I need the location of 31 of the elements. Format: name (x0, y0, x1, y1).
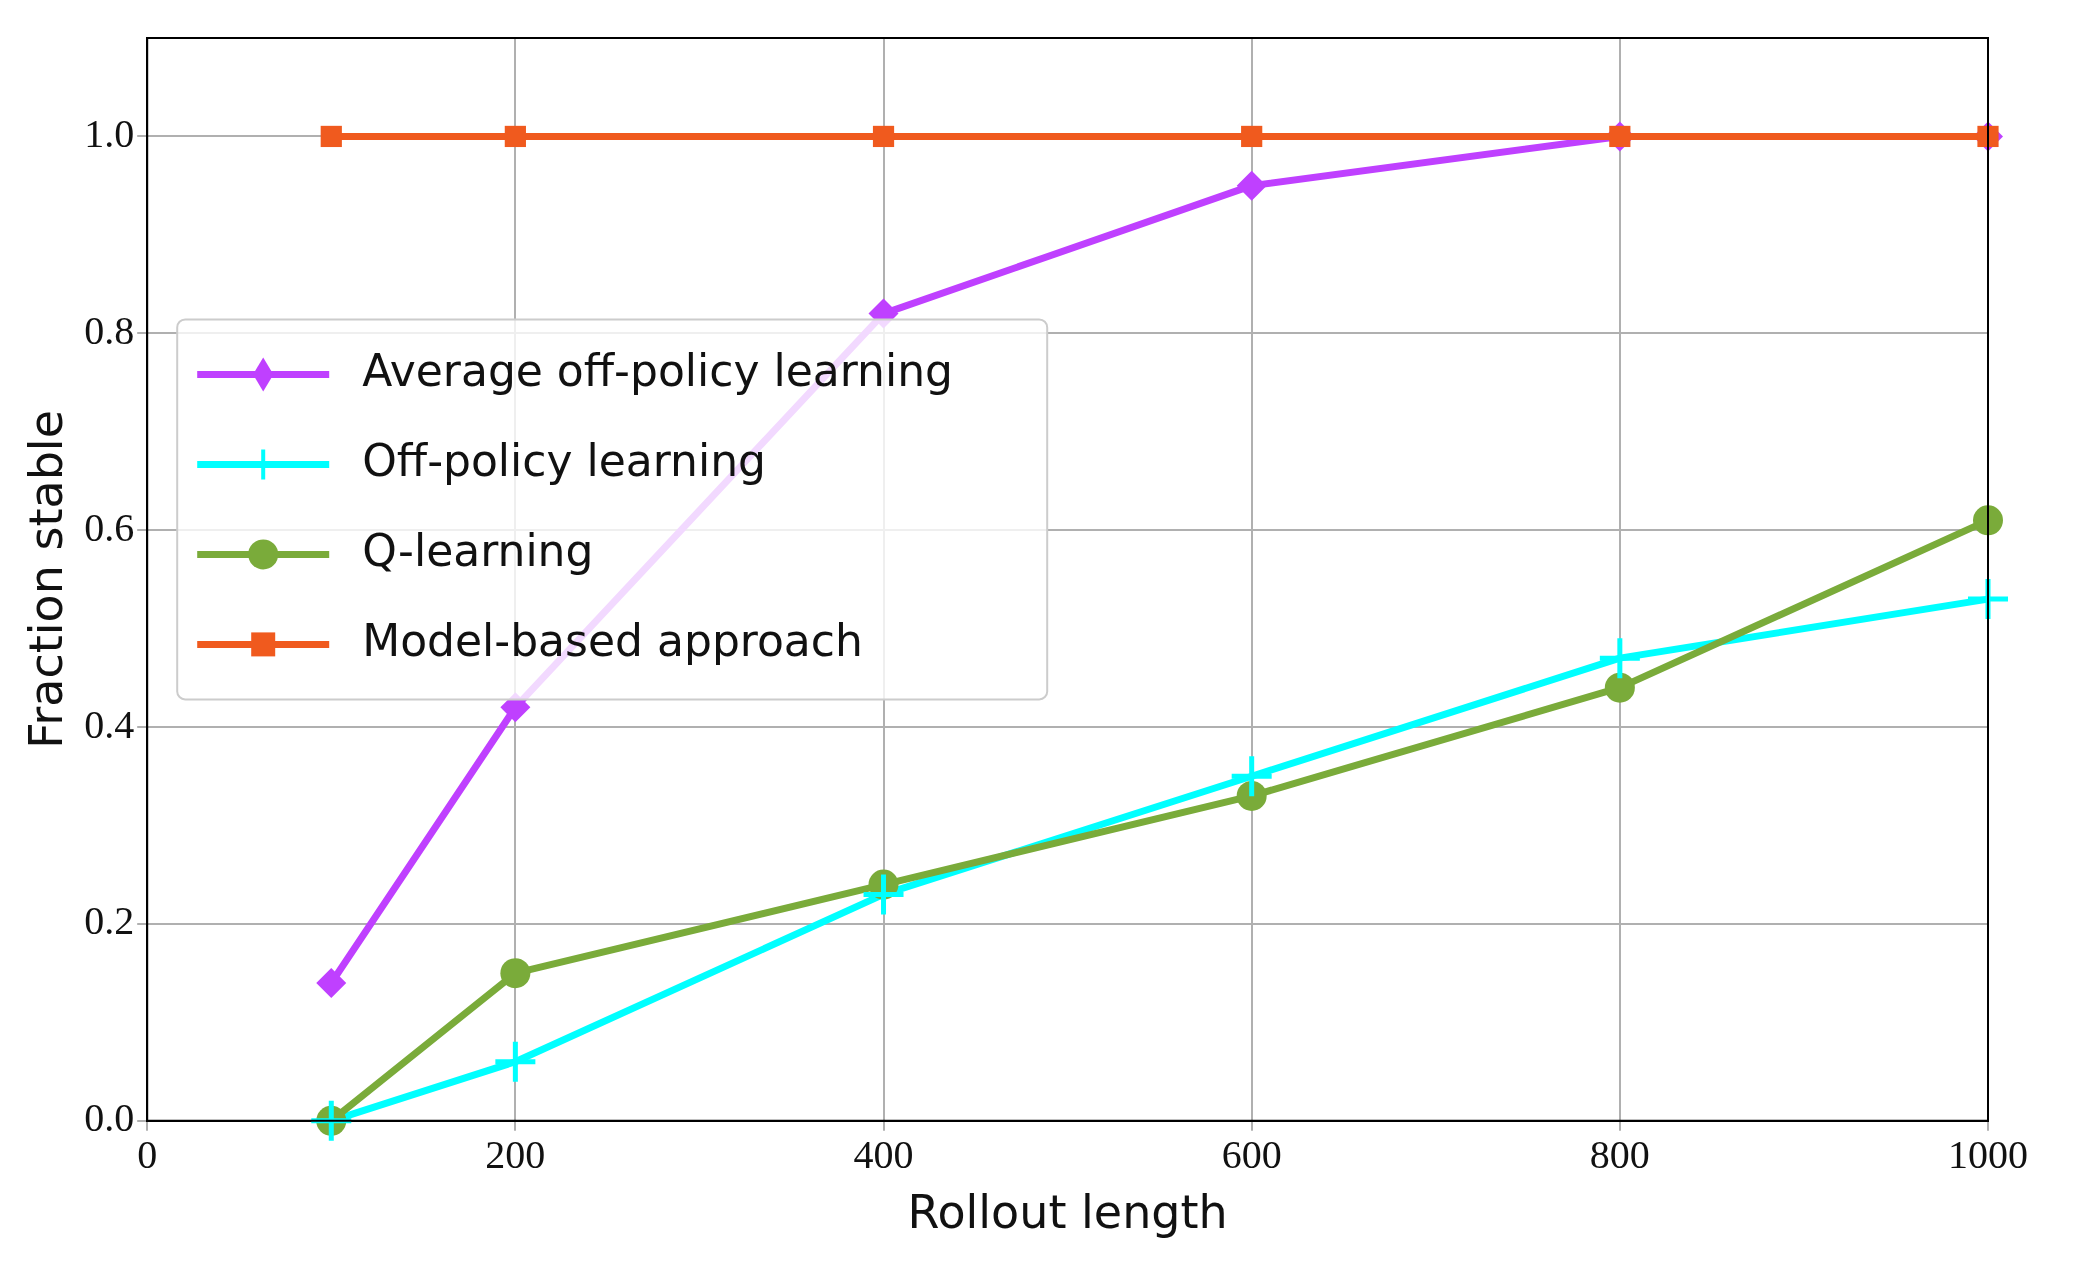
y-axis-title: Fraction stable (18, 410, 73, 749)
legend-label: Off-policy learning (362, 434, 767, 486)
point (1604, 672, 1635, 703)
point (1236, 170, 1267, 201)
y-tick-label: 1.0 (84, 110, 135, 156)
point (1241, 125, 1263, 148)
legend-label: Model-based approach (362, 614, 863, 666)
point (1231, 756, 1272, 797)
point (500, 958, 531, 989)
y-tick-label: 0.8 (84, 307, 135, 353)
y-tick-label: 0.0 (84, 1095, 135, 1141)
y-tick-label: 0.4 (84, 701, 135, 747)
x-tick-label: 200 (485, 1132, 546, 1178)
point (872, 125, 895, 148)
point (495, 1041, 536, 1082)
y-tick-label: 0.2 (84, 898, 135, 944)
point (504, 125, 526, 148)
point (316, 967, 347, 998)
point (1599, 638, 1640, 679)
x-tick-label: 800 (1589, 1132, 1650, 1178)
point (863, 874, 904, 915)
x-tick-label: 1000 (1948, 1132, 2028, 1178)
legend-label: Average off-policy learning (362, 344, 954, 396)
y-tick-label: 0.6 (84, 504, 135, 550)
x-tick-label: 600 (1221, 1132, 1282, 1178)
point (320, 125, 342, 148)
legend-label: Q-learning (362, 524, 594, 576)
x-axis-title: Rollout length (907, 1185, 1228, 1240)
x-tick-label: 400 (853, 1132, 914, 1178)
point (1973, 505, 2003, 536)
x-tick-label: 0 (137, 1132, 158, 1178)
